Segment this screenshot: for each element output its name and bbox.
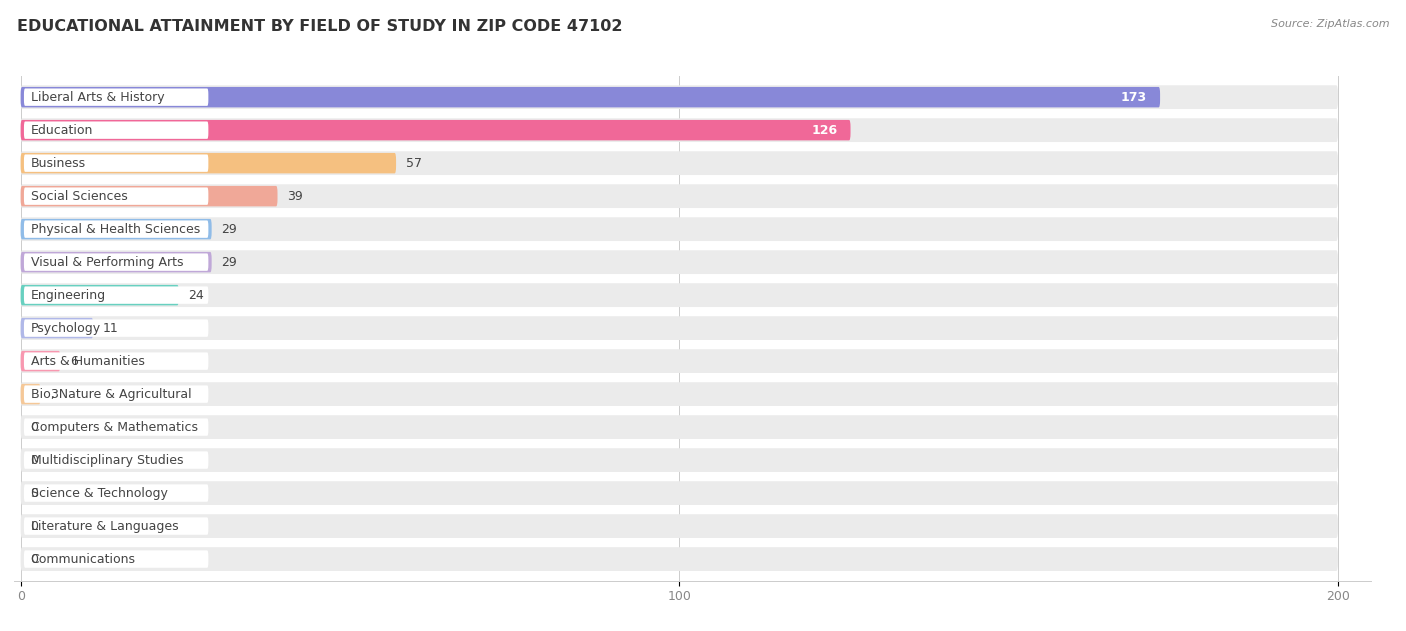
FancyBboxPatch shape <box>21 481 1339 505</box>
Text: 0: 0 <box>31 421 38 433</box>
FancyBboxPatch shape <box>24 418 208 436</box>
FancyBboxPatch shape <box>24 485 208 502</box>
FancyBboxPatch shape <box>21 87 1160 107</box>
FancyBboxPatch shape <box>21 153 396 174</box>
Text: Source: ZipAtlas.com: Source: ZipAtlas.com <box>1271 19 1389 29</box>
FancyBboxPatch shape <box>24 386 208 403</box>
FancyBboxPatch shape <box>24 220 208 238</box>
FancyBboxPatch shape <box>24 88 208 106</box>
Text: Arts & Humanities: Arts & Humanities <box>31 355 145 368</box>
Text: 24: 24 <box>188 288 204 302</box>
FancyBboxPatch shape <box>21 85 1339 109</box>
FancyBboxPatch shape <box>24 550 208 568</box>
Text: 6: 6 <box>70 355 77 368</box>
Text: 126: 126 <box>811 124 838 137</box>
FancyBboxPatch shape <box>24 187 208 205</box>
Text: Communications: Communications <box>31 553 135 565</box>
Text: 11: 11 <box>103 322 118 334</box>
FancyBboxPatch shape <box>21 217 1339 241</box>
Text: Liberal Arts & History: Liberal Arts & History <box>31 91 165 103</box>
FancyBboxPatch shape <box>21 151 1339 175</box>
Text: Psychology: Psychology <box>31 322 101 334</box>
Text: Literature & Languages: Literature & Languages <box>31 519 179 533</box>
Text: Bio, Nature & Agricultural: Bio, Nature & Agricultural <box>31 387 191 401</box>
FancyBboxPatch shape <box>21 186 277 206</box>
Text: Social Sciences: Social Sciences <box>31 190 128 203</box>
FancyBboxPatch shape <box>24 254 208 271</box>
Text: 0: 0 <box>31 553 38 565</box>
Text: Physical & Health Sciences: Physical & Health Sciences <box>31 223 200 235</box>
FancyBboxPatch shape <box>21 384 41 404</box>
Text: 173: 173 <box>1121 91 1147 103</box>
FancyBboxPatch shape <box>21 120 851 140</box>
Text: Visual & Performing Arts: Visual & Performing Arts <box>31 256 183 269</box>
FancyBboxPatch shape <box>24 517 208 535</box>
FancyBboxPatch shape <box>21 251 1339 274</box>
Text: EDUCATIONAL ATTAINMENT BY FIELD OF STUDY IN ZIP CODE 47102: EDUCATIONAL ATTAINMENT BY FIELD OF STUDY… <box>17 19 623 34</box>
FancyBboxPatch shape <box>24 319 208 337</box>
Text: 0: 0 <box>31 454 38 466</box>
Text: Science & Technology: Science & Technology <box>31 487 167 500</box>
FancyBboxPatch shape <box>21 351 60 371</box>
FancyBboxPatch shape <box>24 451 208 469</box>
FancyBboxPatch shape <box>21 547 1339 571</box>
Text: 29: 29 <box>222 223 238 235</box>
FancyBboxPatch shape <box>21 252 212 273</box>
FancyBboxPatch shape <box>21 382 1339 406</box>
Text: 29: 29 <box>222 256 238 269</box>
Text: Multidisciplinary Studies: Multidisciplinary Studies <box>31 454 183 466</box>
Text: 57: 57 <box>406 156 422 170</box>
FancyBboxPatch shape <box>21 285 179 305</box>
FancyBboxPatch shape <box>24 121 208 139</box>
FancyBboxPatch shape <box>21 318 93 338</box>
Text: 3: 3 <box>51 387 58 401</box>
FancyBboxPatch shape <box>21 349 1339 373</box>
Text: 0: 0 <box>31 487 38 500</box>
FancyBboxPatch shape <box>21 448 1339 472</box>
Text: Computers & Mathematics: Computers & Mathematics <box>31 421 197 433</box>
Text: 39: 39 <box>287 190 304 203</box>
FancyBboxPatch shape <box>21 316 1339 340</box>
FancyBboxPatch shape <box>21 184 1339 208</box>
FancyBboxPatch shape <box>24 155 208 172</box>
FancyBboxPatch shape <box>21 118 1339 142</box>
Text: 0: 0 <box>31 519 38 533</box>
FancyBboxPatch shape <box>24 286 208 304</box>
FancyBboxPatch shape <box>24 353 208 370</box>
FancyBboxPatch shape <box>21 415 1339 439</box>
FancyBboxPatch shape <box>21 283 1339 307</box>
Text: Engineering: Engineering <box>31 288 105 302</box>
FancyBboxPatch shape <box>21 219 212 239</box>
Text: Business: Business <box>31 156 86 170</box>
FancyBboxPatch shape <box>21 514 1339 538</box>
Text: Education: Education <box>31 124 93 137</box>
